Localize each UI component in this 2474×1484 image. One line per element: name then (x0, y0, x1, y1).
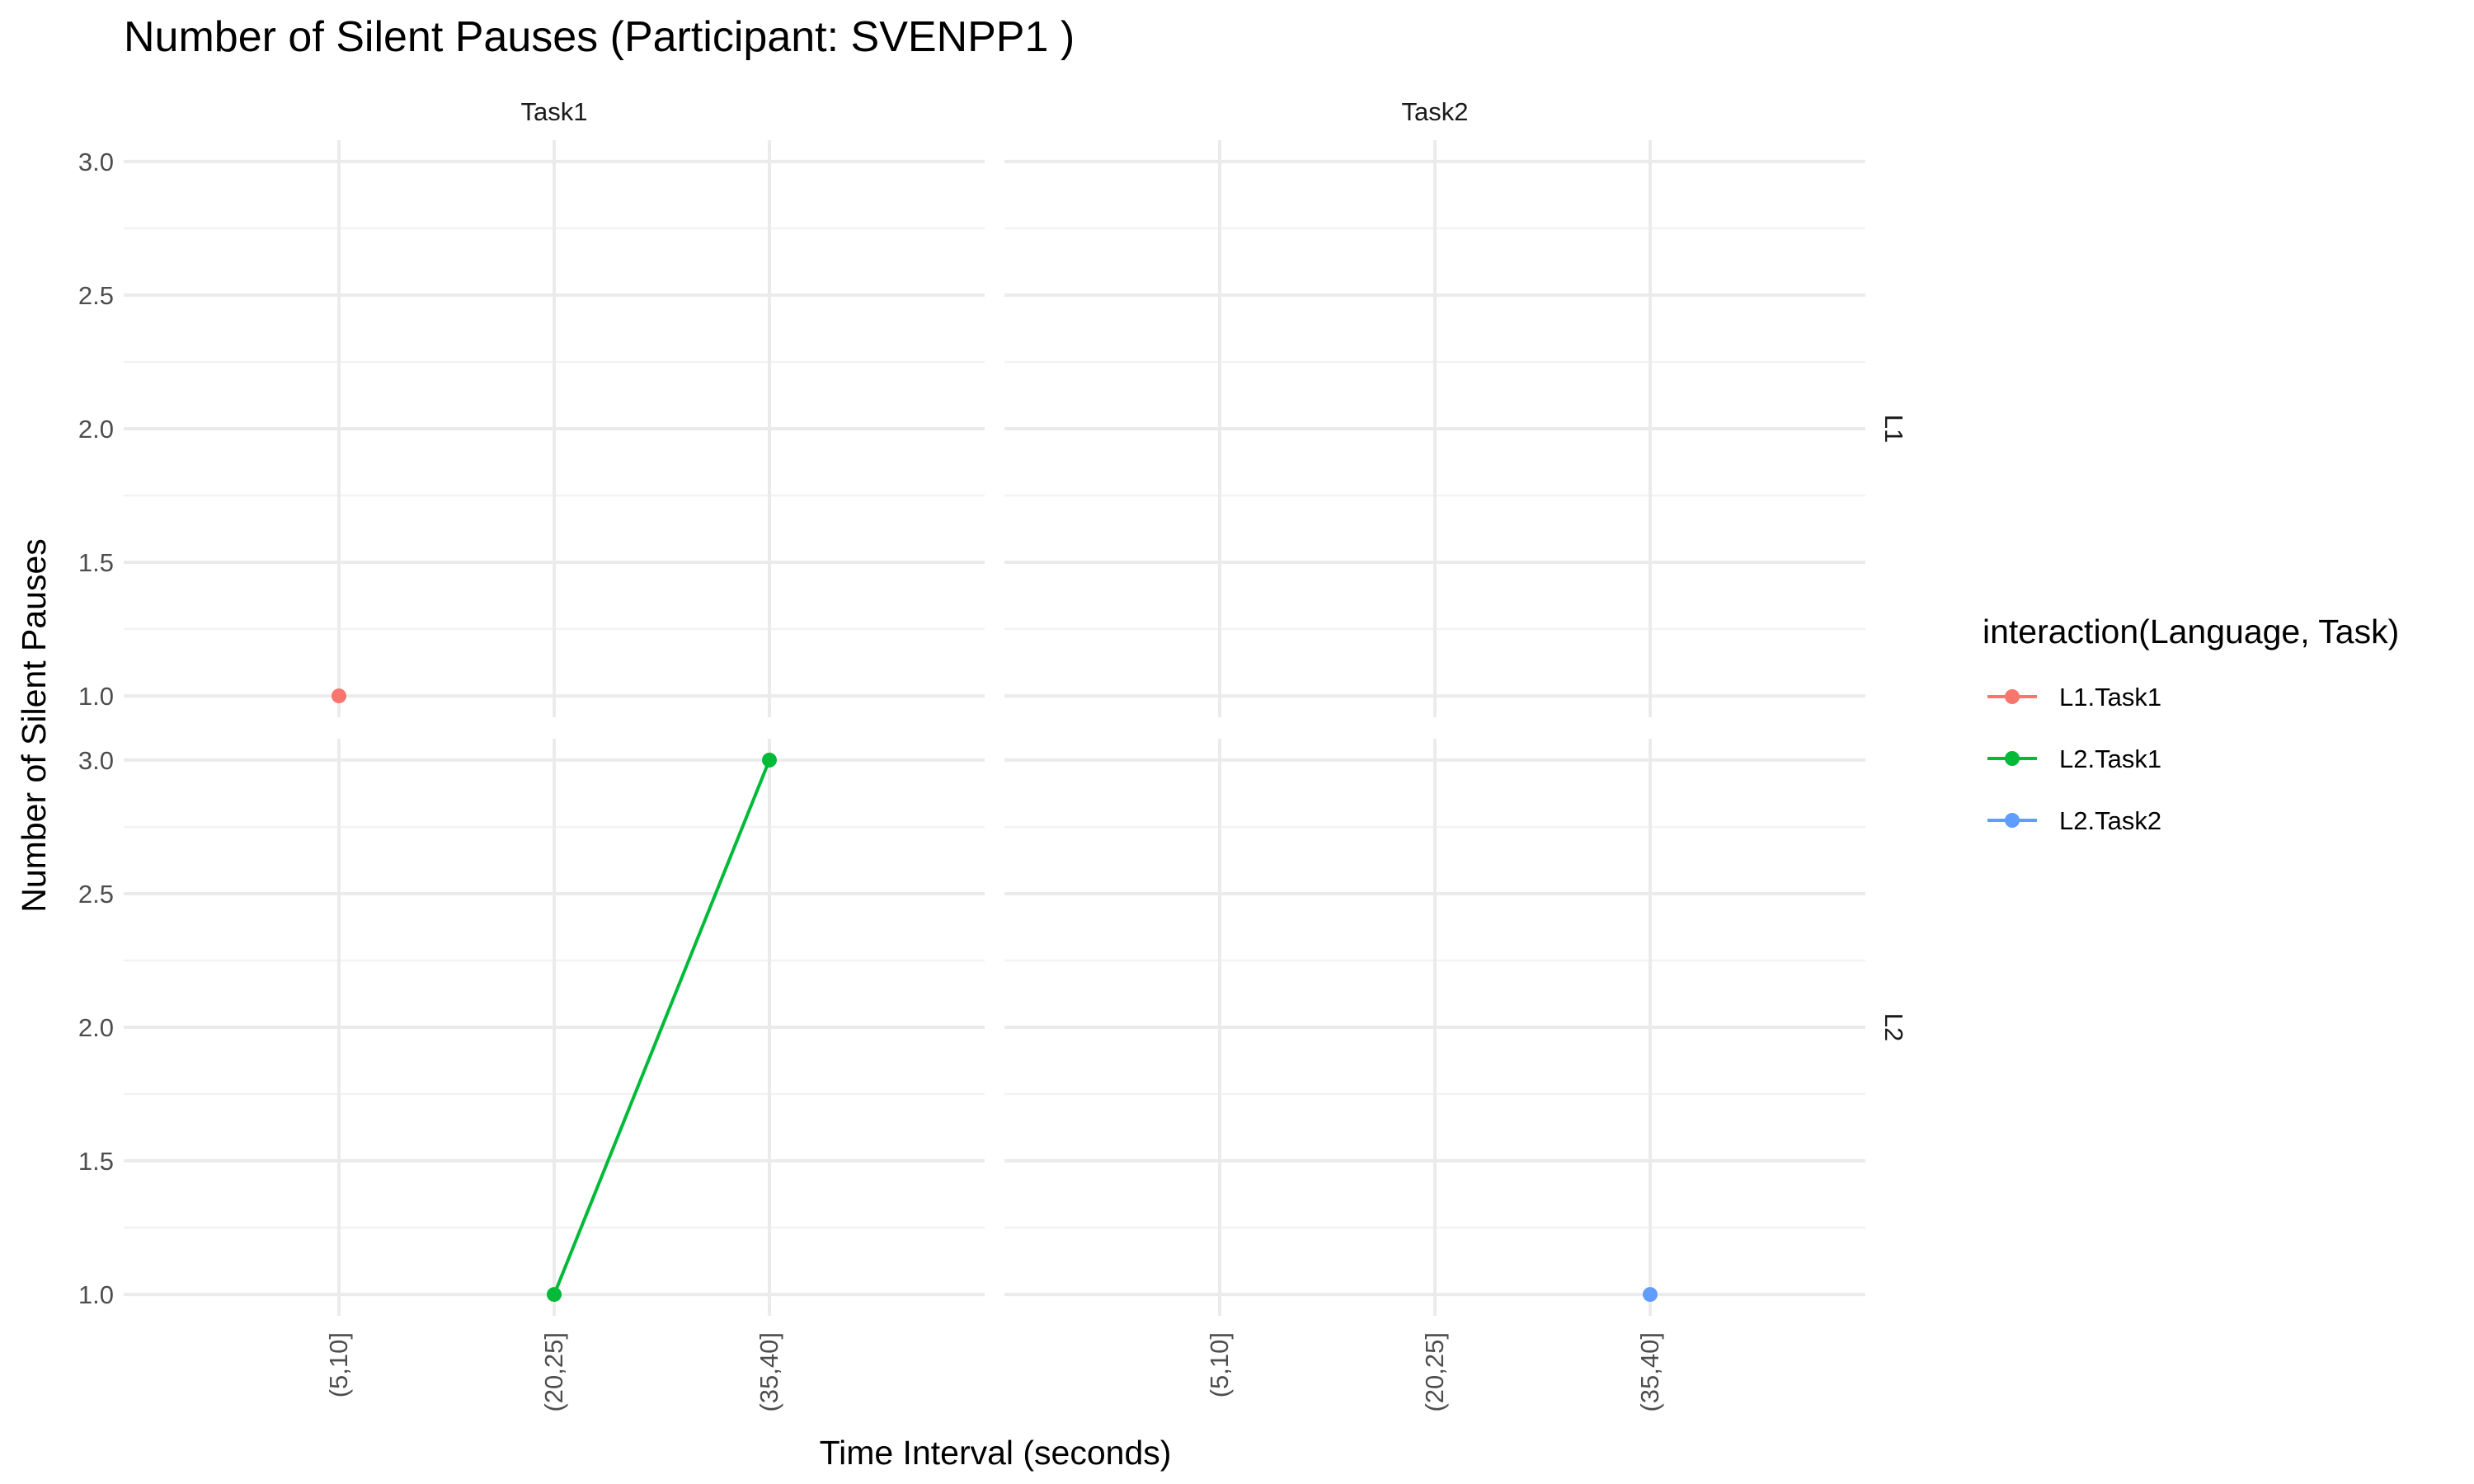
y-tick-label: 2.5 (78, 880, 114, 909)
series-line (553, 759, 771, 1295)
y-tick-label: 1.5 (78, 1147, 114, 1176)
x-tick-label: (35,40] (755, 1332, 783, 1412)
legend-item: L2.Task1 (1987, 744, 2161, 773)
x-tick-label: (35,40] (1635, 1332, 1664, 1412)
legend: interaction(Language, Task) L1.Task1 L2.T… (1982, 613, 2399, 835)
data-point (332, 688, 346, 704)
y-tick-label: 2.0 (78, 415, 114, 444)
legend-key-point (2005, 751, 2020, 766)
y-tick-label: 1.0 (78, 1280, 114, 1309)
legend-key-point (2005, 813, 2020, 828)
series-layer (332, 688, 1658, 1303)
y-tick-label: 3.0 (78, 148, 114, 176)
panel-L2-Task1: 1.0 1.5 2.0 2.5 3.0 (78, 739, 985, 1316)
legend-item: L1.Task1 (1987, 683, 2161, 711)
panel-L1-Task1: 1.0 1.5 2.0 2.5 3.0 (78, 140, 985, 717)
panel-L2-Task2 (1004, 739, 1865, 1316)
data-point (547, 1287, 562, 1303)
legend-item: L2.Task2 (1987, 806, 2161, 835)
y-tick-label: 2.5 (78, 281, 114, 310)
x-axis-title: Time Interval (seconds) (820, 1434, 1172, 1472)
data-point (762, 752, 777, 768)
facet-column-label: Task2 (1402, 97, 1469, 126)
x-tick-label: (5,10] (1205, 1332, 1234, 1397)
y-axis-title: Number of Silent Pauses (15, 538, 53, 913)
facet-row-label: L1 (1879, 415, 1908, 443)
panel-L1-Task2 (1004, 140, 1865, 717)
facet-row-label: L2 (1879, 1013, 1908, 1041)
y-tick-label: 1.0 (78, 682, 114, 711)
chart-title: Number of Silent Pauses (Participant: SV… (124, 13, 1075, 61)
legend-label: L1.Task1 (2059, 683, 2161, 711)
legend-key-point (2005, 689, 2020, 704)
series-L2.Task1 (547, 752, 777, 1303)
series-L2.Task2 (1643, 1287, 1658, 1303)
series-L1.Task1 (332, 688, 346, 704)
y-tick-label: 3.0 (78, 746, 114, 775)
legend-title: interaction(Language, Task) (1982, 613, 2399, 650)
x-tick-label: (20,25] (539, 1332, 568, 1412)
facet-panels: 1.0 1.5 2.0 2.5 3.0 1.0 1.5 2.0 2.5 3.0 Task1 Task2… (78, 97, 1908, 1412)
x-tick-label: (5,10] (324, 1332, 353, 1397)
facet-column-label: Task1 (521, 97, 588, 126)
legend-label: L2.Task1 (2059, 744, 2161, 773)
data-point (1643, 1287, 1658, 1303)
y-tick-label: 1.5 (78, 548, 114, 577)
legend-label: L2.Task2 (2059, 806, 2161, 835)
y-tick-label: 2.0 (78, 1013, 114, 1042)
x-tick-label: (20,25] (1420, 1332, 1449, 1412)
